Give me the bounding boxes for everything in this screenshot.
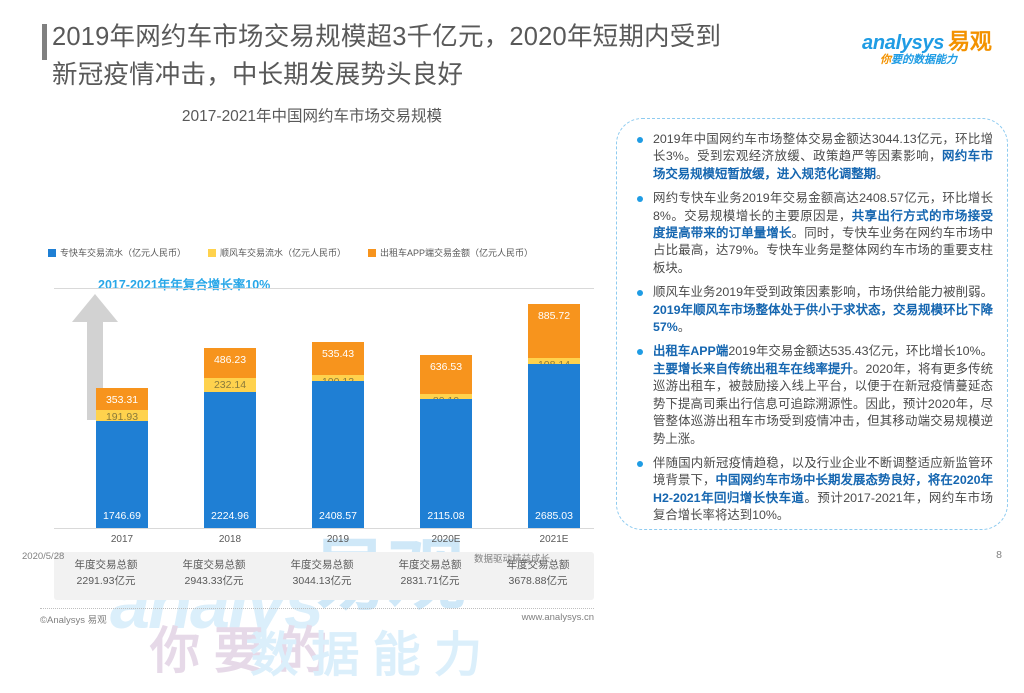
footer-slogan: 数据驱动精益成长 [473, 554, 550, 565]
bar-segment-taxi-app[interactable]: 636.53 [420, 355, 472, 395]
bar-group-2019[interactable]: 535.43100.132408.57 [312, 342, 364, 528]
logo-tagline-rest: 要的数据能力 [891, 54, 957, 66]
body-text: 。 [876, 166, 889, 181]
legend-item-1[interactable]: 顺风车交易流水（亿元人民币） [208, 246, 346, 259]
bar-value-label: 535.43 [321, 348, 355, 361]
source-left: ©Analysys 易观 [40, 615, 107, 626]
x-axis-label-2018: 2018 [218, 534, 242, 545]
page-header: 2019年网约车市场交易规模超3千亿元，2020年短期内受到 新冠疫情冲击，中长… [0, 0, 1024, 95]
body-text: 伴随国内新冠疫情趋稳，以及行业企业不断调整适应新监管环境背景下， [653, 455, 993, 488]
bar-segment-express[interactable]: 2685.03 [528, 364, 580, 528]
highlight-text: 出租车APP端 [653, 344, 729, 359]
title-accent-bar [42, 24, 47, 60]
bar-value-label: 191.93 [105, 410, 139, 423]
bar-group-2018[interactable]: 486.23 232.14 2224.96 [204, 348, 256, 528]
bar-value-label: 486.23 [213, 354, 247, 367]
bar-segment-express[interactable]: 2224.96 [204, 392, 256, 528]
bar-segment-taxi-app[interactable]: 486.23 [204, 348, 256, 379]
page-title: 2019年网约车市场交易规模超3千亿元，2020年短期内受到 新冠疫情冲击，中长… [52, 23, 722, 89]
bar-group-2020E[interactable]: 636.5380.102115.08 [420, 355, 472, 528]
bar-segment-express[interactable]: 2408.57 [312, 381, 364, 528]
highlight-text: 共享出行方式的市场接受度提高带来的订单量增长 [653, 208, 993, 241]
bar-group-2021E[interactable]: 885.72 108.14 2685.03 [528, 303, 580, 528]
body-text: 2019年交易金额达535.43亿元，环比增长10%。 [728, 344, 994, 359]
body-text: 2019年中国网约车市场整体交易金额达3044.13亿元，环比增长3%。受到宏观… [653, 132, 993, 164]
logo-tagline: 你要的数据能力 [880, 51, 1010, 67]
logo-wordmark-en: analysys [862, 32, 945, 54]
bar-value-label: 353.31 [105, 394, 139, 407]
bar-segment-taxi-app[interactable]: 535.43 [312, 342, 364, 375]
logo-tagline-accent: 你 [880, 54, 891, 66]
logo-wordmark-cn: 易观 [948, 29, 992, 54]
x-axis-label-2021E: 2021E [539, 534, 569, 545]
legend-label: 顺风车交易流水（亿元人民币） [220, 248, 347, 258]
bar-value-label: 2685.03 [535, 510, 573, 522]
insight-bullet-0: 2019年中国网约车市场整体交易金额达3044.13亿元，环比增长3%。受到宏观… [627, 131, 993, 183]
insight-bullet-2: 顺风车业务2019年受到政策因素影响，市场供给能力被削弱。 2019年顺风车市场整… [627, 284, 993, 336]
bar-group-2017[interactable]: 353.31 191.93 1746.69 [96, 388, 148, 528]
highlight-text: 网约车市场交易规模短暂放缓，进入规范化调整期 [653, 149, 993, 181]
bar-value-label: 1746.69 [103, 510, 141, 522]
watermark-shuju-li: 数 据 能 力 [250, 629, 483, 682]
highlight-text: 主要增长来自传统出租车在线率提升 [653, 361, 853, 376]
legend-swatch-icon [368, 248, 377, 257]
insight-bullet-list: 2019年中国网约车市场整体交易金额达3044.13亿元，环比增长3%。受到宏观… [627, 131, 993, 525]
x-axis-label-2017: 2017 [110, 534, 134, 545]
plot-top-gridline [54, 288, 594, 289]
insight-bullet-1: 网约专快车业务2019年交易金额高达2408.57亿元，环比增长8%。交易规模增… [627, 190, 993, 277]
chart-title: 2017-2021年中国网约车市场交易规模 [181, 108, 443, 125]
bar-value-label: 2115.08 [427, 510, 465, 522]
body-text: 。 [677, 320, 691, 335]
legend-label: 出租车APP端交易金额（亿元人民币） [380, 248, 534, 258]
bar-segment-hitch[interactable]: 191.93 [96, 409, 148, 423]
chart-plot-area: analys 易观 你 要 的 数 据 能 力 353.31191.931746… [40, 288, 594, 682]
body-text: 。2020年，将有更多传统巡游出租车，被鼓励接入线上平台，以便于在新冠疫情蔓延态… [653, 361, 993, 446]
bar-segment-hitch[interactable]: 108.14 [528, 357, 580, 371]
bar-value-label: 2408.57 [319, 510, 357, 522]
body-text: 顺风车业务2019年受到政策因素影响，市场供给能力被削弱。 [653, 285, 993, 300]
bar-segment-hitch[interactable]: 232.14 [204, 378, 256, 393]
body-text: 。预计2017-2021年，网约车市场复合增长率将达到10%。 [653, 490, 993, 523]
bar-segment-express[interactable]: 2115.08 [420, 398, 472, 528]
footer-page-number: 8 [996, 549, 1002, 561]
growth-arrow-head [72, 294, 118, 322]
watermark-ni-yao: 你 要 的 [150, 623, 328, 679]
footer-date: 2020/5/28 [22, 551, 65, 562]
bar-segment-taxi-app[interactable]: 353.31 [96, 388, 148, 410]
highlight-text: 中国网约车市场中长期发展态势良好，将在2020年H2-2021年回归增长快车道 [653, 473, 993, 505]
highlight-text: 2019年顺风车市场整体处于供小于求状态，交易规模环比下降57% [653, 302, 993, 335]
bar-segment-taxi-app[interactable]: 885.72 [528, 303, 580, 358]
source-right: www.analysys.cn [521, 612, 594, 623]
source-divider [40, 608, 594, 610]
legend-swatch-icon [208, 248, 217, 257]
chart-panel: 2017-2021年中国网约车市场交易规模 专快车交易流水（亿元人民币） 顺风车交… [18, 100, 608, 682]
analysys-logo: analysys 易观 你要的数据能力 [862, 24, 1002, 72]
logo-wordmark: analysys 易观 [862, 24, 1002, 54]
insight-bullet-4: 伴随国内新冠疫情趋稳，以及行业企业不断调整适应新监管环境背景下，中国网约车市场中… [627, 455, 993, 525]
x-axis-label-2020E: 2020E [431, 534, 461, 545]
chart-legend: 专快车交易流水（亿元人民币） 顺风车交易流水（亿元人民币） 出租车APP端交易金额（… [48, 246, 608, 259]
bar-value-label: 2224.96 [211, 510, 249, 522]
insight-text-panel: 2019年中国网约车市场整体交易金额达3044.13亿元，环比增长3%。受到宏观… [616, 118, 1008, 530]
body-text: 。同时，专快车业务在网约车市场中占比最高，达79%。专快车业务是整体网约车市场的… [653, 226, 994, 275]
legend-item-0[interactable]: 专快车交易流水（亿元人民币） [48, 246, 186, 259]
chart-x-axis: 2017 2018 2019 2020E 2021E [40, 534, 594, 550]
bar-value-label: 885.72 [537, 309, 571, 322]
legend-item-2[interactable]: 出租车APP端交易金额（亿元人民币） [368, 246, 533, 259]
x-axis-label-2019: 2019 [326, 534, 350, 545]
bar-value-label: 232.14 [213, 379, 247, 392]
insight-bullet-3: 出租车APP端2019年交易金额达535.43亿元，环比增长10%。主要增长来自… [627, 343, 993, 447]
bar-value-label: 636.53 [429, 361, 463, 374]
plot-baseline [54, 528, 594, 529]
legend-label: 专快车交易流水（亿元人民币） [60, 248, 187, 258]
legend-swatch-icon [48, 248, 56, 257]
bar-segment-express[interactable]: 1746.69 [96, 421, 148, 528]
body-text: 网约专快车业务2019年交易金额高达2408.57亿元，环比增长8%。交易规模增… [653, 191, 993, 223]
